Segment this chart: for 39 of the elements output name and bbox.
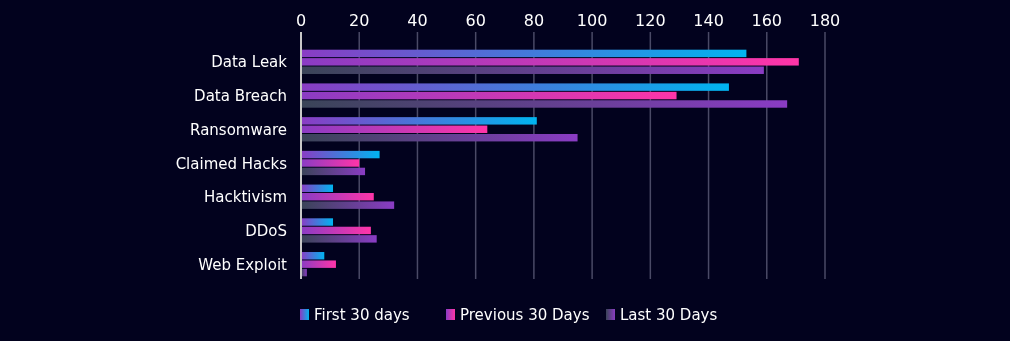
legend-label: Last 30 Days bbox=[620, 306, 718, 324]
y-tick-label: Data Leak bbox=[211, 53, 288, 72]
bar bbox=[301, 83, 729, 91]
bar bbox=[301, 226, 371, 235]
x-tick-label: 120 bbox=[635, 11, 666, 30]
bar bbox=[301, 91, 677, 100]
bar bbox=[301, 49, 747, 58]
y-tick-label: Hacktivism bbox=[204, 188, 287, 207]
bar bbox=[301, 201, 395, 209]
bar bbox=[301, 58, 799, 66]
bar bbox=[301, 235, 377, 243]
bar bbox=[301, 125, 488, 133]
bar bbox=[301, 66, 764, 74]
bar bbox=[301, 260, 336, 268]
y-tick-label: Web Exploit bbox=[198, 255, 288, 274]
bar bbox=[301, 218, 334, 226]
x-tick-label: 180 bbox=[809, 11, 841, 30]
legend-label: Previous 30 Days bbox=[460, 306, 590, 324]
x-tick-label: 0 bbox=[295, 11, 307, 30]
bar bbox=[301, 117, 537, 125]
bar bbox=[301, 159, 360, 167]
bar bbox=[301, 167, 366, 176]
y-tick-label: DDoS bbox=[245, 221, 287, 240]
bar bbox=[301, 133, 578, 142]
bar bbox=[301, 193, 374, 201]
x-tick-label: 160 bbox=[751, 11, 783, 30]
x-tick-label: 20 bbox=[349, 11, 370, 30]
x-tick-label: 100 bbox=[576, 11, 608, 30]
bar bbox=[301, 184, 334, 193]
bar bbox=[301, 150, 380, 159]
x-tick-label: 80 bbox=[523, 11, 545, 30]
legend-label: First 30 days bbox=[314, 306, 410, 324]
y-tick-label: Ransomware bbox=[190, 120, 287, 139]
y-tick-label: Data Breach bbox=[194, 87, 287, 106]
bar bbox=[301, 100, 788, 108]
x-tick-label: 40 bbox=[407, 11, 428, 30]
y-tick-label: Claimed Hacks bbox=[175, 154, 288, 173]
x-tick-label: 140 bbox=[693, 11, 724, 30]
x-tick-label: 60 bbox=[465, 11, 486, 30]
